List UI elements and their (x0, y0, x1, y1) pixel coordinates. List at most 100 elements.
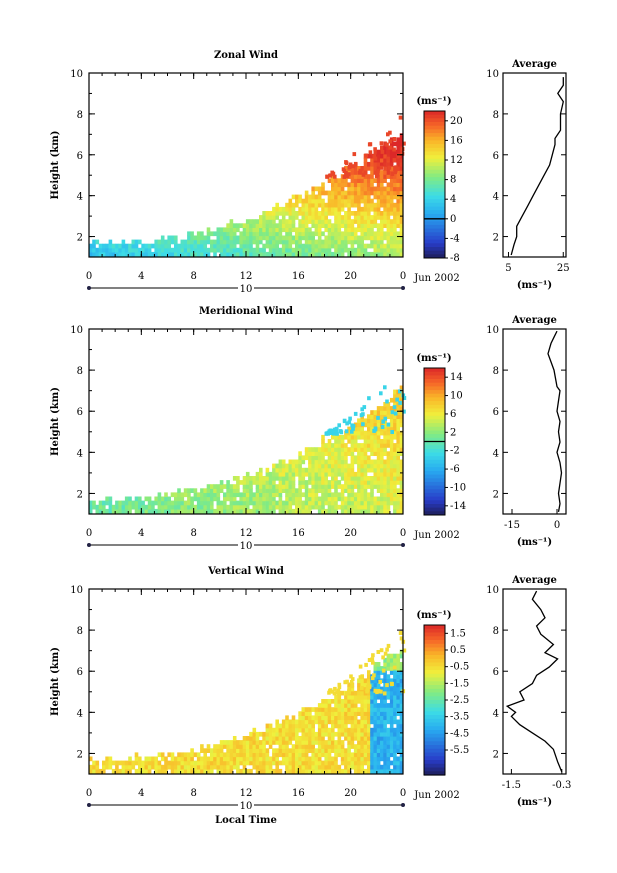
colorbar-segment (424, 500, 445, 505)
heatmap-cell (340, 768, 345, 774)
heatmap-cell (324, 215, 328, 220)
heatmap-cell (317, 231, 322, 237)
heatmap-cell (396, 768, 400, 774)
heatmap-cell (301, 760, 306, 766)
heatmap-cell (304, 760, 309, 766)
heatmap-cell (226, 239, 230, 245)
heatmap-cell (321, 736, 325, 741)
heatmap-cell (337, 748, 342, 753)
heatmap-cell (331, 178, 335, 183)
heatmap-cell (262, 500, 266, 506)
heatmap-cell (321, 443, 325, 448)
heatmap-cell (393, 426, 397, 432)
heatmap-cell (275, 211, 279, 216)
heatmap-cell (272, 508, 276, 514)
heatmap-cell (399, 500, 404, 506)
heatmap-cell (340, 748, 345, 753)
heatmap-cell (396, 455, 400, 461)
heatmap-cell (200, 235, 204, 241)
heatmap-cell (285, 219, 289, 224)
heatmap-cell (324, 731, 328, 737)
heatmap-cell (389, 476, 394, 481)
heatmap-cell (321, 504, 325, 510)
heatmap-cell (336, 688, 341, 693)
heatmap-cell (380, 153, 384, 159)
heatmap-cell (321, 703, 325, 708)
heatmap-cell (124, 504, 129, 510)
heatmap-cell (291, 223, 296, 228)
heatmap-cell (226, 508, 230, 514)
heatmap-cell (281, 727, 286, 733)
heatmap-cell (321, 768, 325, 774)
heatmap-cell (291, 736, 296, 741)
heatmap-cell (396, 439, 400, 444)
heatmap-cell (389, 198, 394, 204)
heatmap-cell (337, 480, 342, 485)
heatmap-cell (324, 492, 328, 498)
heatmap-cell (301, 500, 306, 506)
heatmap-cell (380, 480, 384, 485)
colorbar-segment (424, 397, 445, 402)
heatmap-cell (337, 186, 342, 192)
heatmap-cell (367, 153, 371, 159)
heatmap-cell (328, 173, 333, 178)
heatmap-cell (154, 768, 158, 774)
heatmap-cell (275, 736, 279, 741)
heatmap-cell (304, 715, 309, 721)
heatmap-cell (357, 496, 361, 502)
heatmap-cell (367, 731, 371, 737)
heatmap-cell (108, 760, 113, 766)
heatmap-cell (353, 496, 358, 502)
heatmap-cell (252, 223, 257, 228)
heatmap-cell (380, 752, 384, 758)
heatmap-cell (272, 752, 276, 758)
heatmap-cell (386, 653, 391, 659)
heatmap-cell (275, 223, 279, 228)
heatmap-cell (105, 251, 109, 257)
heatmap-cell (304, 451, 309, 456)
heatmap-cell (389, 211, 394, 216)
heatmap-cell (379, 648, 384, 653)
heatmap-cell (272, 488, 276, 493)
heatmap-cell (357, 186, 361, 192)
heatmap-cell (242, 239, 247, 245)
heatmap-cell (370, 508, 374, 514)
heatmap-cell (242, 504, 247, 510)
heatmap-cell (164, 768, 168, 774)
heatmap-cell (399, 223, 404, 228)
heatmap-cell (111, 504, 116, 510)
heatmap-cell (393, 740, 397, 745)
heatmap-cell (259, 235, 263, 241)
heatmap-cell (360, 447, 364, 452)
heatmap-cell (383, 157, 387, 163)
heatmap-cell (363, 496, 368, 502)
heatmap-cell (337, 223, 342, 228)
heatmap-cell (399, 231, 404, 237)
heatmap-cell (275, 719, 279, 725)
heatmap-cell (138, 239, 142, 245)
heatmap-cell (347, 682, 351, 688)
heatmap-cell (298, 768, 302, 774)
heatmap-cell (380, 157, 384, 163)
heatmap-cell (389, 447, 394, 452)
heatmap-cell (232, 500, 237, 506)
heatmap-cell (399, 239, 404, 245)
heatmap-cell (360, 731, 364, 737)
colorbar-tick-label: -0.5 (450, 662, 469, 673)
heatmap-cell (357, 756, 361, 762)
heatmap-cell (393, 227, 397, 233)
heatmap-cell (232, 227, 237, 233)
heatmap-cell (180, 504, 185, 510)
heatmap-cell (321, 508, 325, 514)
heatmap-cell (255, 251, 260, 257)
heatmap-cell (383, 410, 387, 415)
heatmap-cell (386, 156, 390, 161)
heatmap-cell (245, 471, 250, 477)
heatmap-cell (357, 682, 361, 688)
heatmap-cell (363, 682, 368, 688)
heatmap-cell (380, 194, 384, 200)
heatmap-cell (340, 235, 345, 241)
heatmap-cell (363, 443, 368, 448)
heatmap-cell (327, 768, 332, 774)
heatmap-cell (376, 731, 381, 737)
